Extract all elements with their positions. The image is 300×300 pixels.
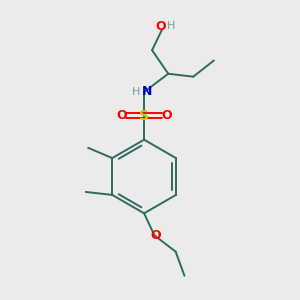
Text: S: S: [139, 109, 149, 122]
Text: O: O: [150, 230, 161, 242]
Text: H: H: [167, 21, 175, 31]
Text: O: O: [156, 20, 166, 32]
Text: O: O: [116, 109, 127, 122]
Text: O: O: [161, 109, 172, 122]
Text: H: H: [132, 87, 140, 97]
Text: N: N: [142, 85, 152, 98]
